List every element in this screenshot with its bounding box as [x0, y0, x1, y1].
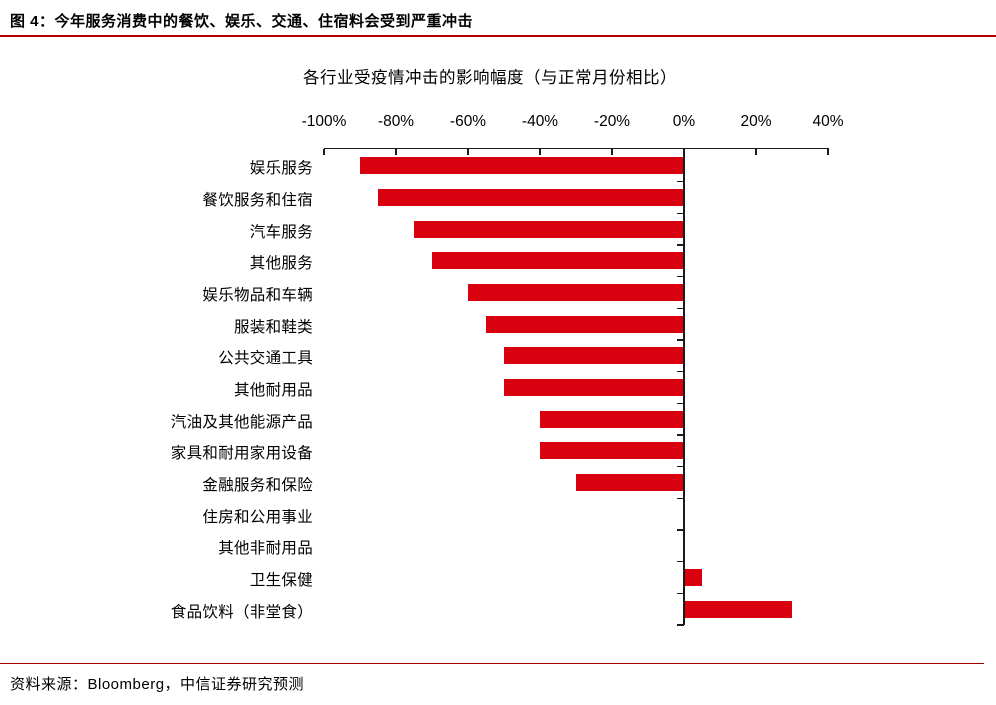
x-axis-tick-mark [539, 149, 541, 155]
bar-14 [684, 569, 702, 586]
x-axis-tick-label: 0% [672, 113, 696, 130]
x-axis-tick-mark [755, 149, 757, 155]
bar-5 [468, 284, 684, 301]
x-axis-tick-mark [611, 149, 613, 155]
bar-3 [414, 220, 684, 238]
category-label: 娱乐服务 [249, 160, 313, 178]
x-axis-tick-mark [395, 149, 397, 155]
category-axis-tick-mark [677, 402, 684, 405]
x-axis-tick-label: -20% [593, 113, 631, 130]
x-axis-tick-label: 40% [812, 113, 844, 130]
category-axis-tick-mark [677, 497, 684, 500]
category-label: 汽油及其他能源产品 [170, 413, 313, 431]
category-label: 金融服务和保险 [202, 477, 313, 494]
x-axis-tick-mark [323, 149, 325, 155]
category-axis-tick-mark [677, 560, 684, 563]
figure-header: 图 4：今年服务消费中的餐饮、娱乐、交通、住宿料会受到严重冲击 [0, 0, 996, 37]
category-axis-tick-mark [677, 434, 684, 436]
category-axis-tick-mark [677, 180, 684, 183]
category-axis-tick-mark [677, 465, 684, 468]
category-label: 餐饮服务和住宿 [202, 192, 313, 209]
x-axis-tick-label: -40% [521, 113, 559, 130]
chart-title: 各行业受疫情冲击的影响幅度（与正常月份相比） [303, 69, 677, 87]
x-axis-tick-label: -60% [449, 113, 487, 130]
category-label: 卫生保健 [249, 572, 313, 589]
bar-9 [540, 410, 684, 428]
bar-11 [576, 474, 684, 491]
category-axis-tick-mark [677, 212, 684, 215]
bar-15 [684, 600, 792, 618]
figure-title: 图 4：今年服务消费中的餐饮、娱乐、交通、住宿料会受到严重冲击 [10, 13, 474, 30]
category-label: 其他耐用品 [233, 382, 313, 399]
category-axis-tick-mark [677, 624, 684, 626]
category-axis-tick-mark [677, 592, 684, 595]
category-label: 娱乐物品和车辆 [202, 287, 313, 304]
x-axis-tick-mark [467, 149, 469, 155]
figure-footer: 资料来源：Bloomberg，中信证券研究预测 [0, 663, 984, 705]
bar-10 [540, 442, 684, 460]
zero-axis-line [683, 149, 685, 625]
category-label: 其他服务 [249, 255, 313, 273]
category-label: 服装和鞋类 [233, 318, 313, 336]
x-axis-tick-label: -80% [377, 113, 415, 130]
category-label: 住房和公用事业 [202, 508, 313, 526]
category-axis-tick-mark [677, 244, 684, 246]
bar-1 [360, 157, 684, 175]
bar-8 [504, 379, 684, 396]
x-axis-tick-label: 20% [740, 113, 772, 130]
category-axis-tick-mark [677, 370, 684, 373]
category-label: 家具和耐用家用设备 [170, 445, 313, 463]
x-axis-line [324, 148, 829, 149]
category-axis-tick-mark [677, 339, 684, 341]
category-axis-tick-mark [677, 275, 684, 278]
x-axis-tick-mark [827, 149, 829, 155]
category-axis-tick-mark [677, 307, 684, 310]
x-axis-tick-label: -100% [301, 113, 347, 130]
source-note: 资料来源：Bloomberg，中信证券研究预测 [10, 676, 305, 693]
category-label: 公共交通工具 [218, 350, 313, 368]
bar-4 [432, 252, 684, 270]
category-label: 其他非耐用品 [218, 540, 313, 558]
bar-2 [378, 189, 684, 206]
category-label: 汽车服务 [249, 223, 313, 241]
bar-7 [504, 347, 684, 365]
category-axis-tick-mark [677, 529, 684, 531]
bar-6 [486, 315, 684, 333]
category-label: 食品饮料（非堂食） [170, 603, 313, 621]
